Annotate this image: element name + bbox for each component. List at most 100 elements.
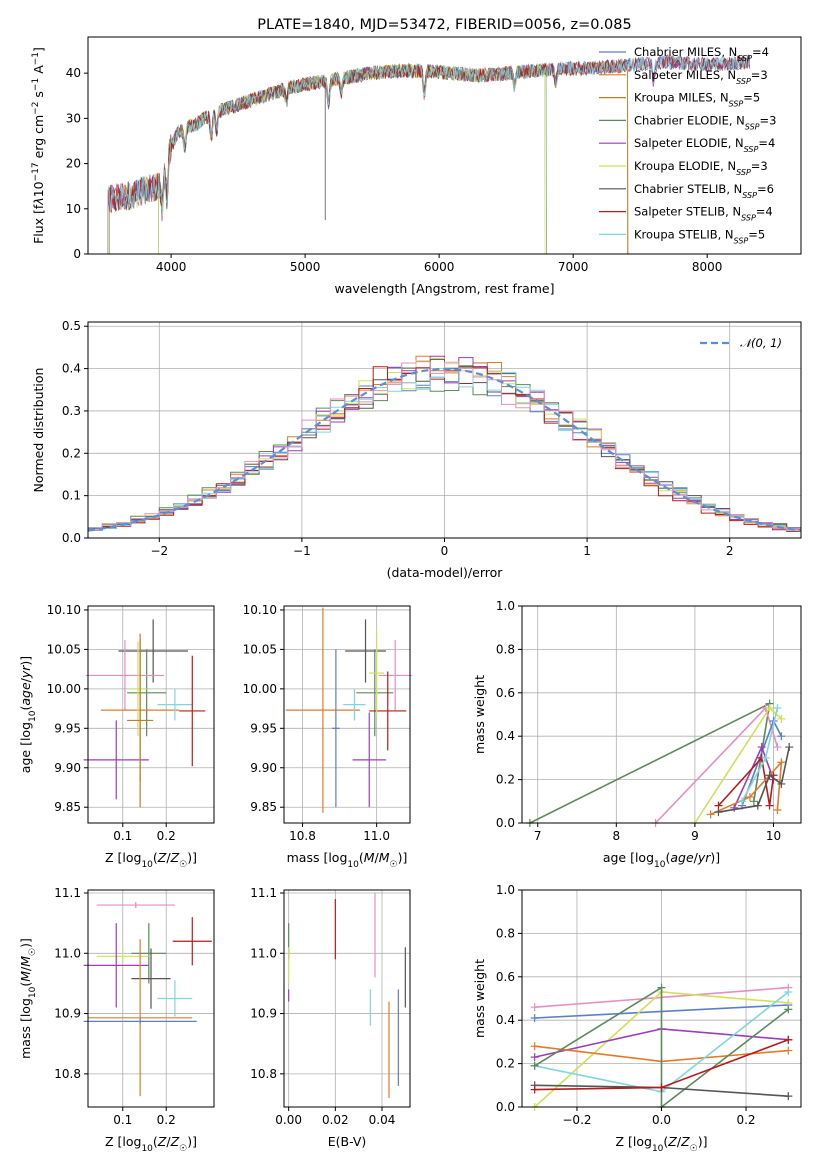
weight-point-marker [773,805,782,814]
x-tick-label: 9 [691,829,699,843]
weight-point-marker [657,983,666,992]
y-tick-label: 9.90 [54,761,81,775]
spectrum-frame: 4000 5000 6000 7000 8000 0 10 20 30 40 [66,36,802,274]
histogram-series [88,361,801,530]
x-tick-label: 1 [583,544,591,558]
axes-frame [87,605,215,824]
weight-point-marker [761,753,770,762]
x-axis-label: wavelength [Angstrom, rest frame] [334,281,554,296]
weight-point-marker [530,1085,539,1094]
legend-label: Chabrier ELODIE, NSSP=3 [634,113,776,130]
axes-frame [87,36,802,255]
y-tick-label: 0.2 [62,446,81,460]
residuals-frame: −2 −1 0 1 2 0.0 0.1 0.2 0.3 0.4 0.5 [62,319,802,558]
mass_vs_ebv-frame: 0.00 0.02 0.04 10.8 10.9 11.0 11.1 [250,886,411,1127]
x-tick-label: 0.1 [113,1113,132,1127]
x-tick-label: −0.2 [562,1113,591,1127]
weight-point-marker [773,703,782,712]
legend-label: Kroupa ELODIE, NSSP=3 [634,159,768,177]
legend-label: Kroupa STELIB, NSSP=5 [634,227,765,245]
x-tick-label: 0.0 [652,1113,671,1127]
y-tick-label: 0.1 [62,489,81,503]
chart-title: PLATE=1840, MJD=53472, FIBERID=0056, z=0… [257,17,631,33]
mass_weight_vs_z-frame: −0.2 0.0 0.2 0.0 0.2 0.4 0.6 0.8 1.0 [496,883,802,1127]
x-tick-label: 0.2 [157,1113,176,1127]
x-tick-label: 2 [726,544,734,558]
weight-point-marker [777,779,786,788]
spectrum-series-line [107,54,751,254]
weight-point-marker [745,792,754,801]
residuals-labels: (data-model)/error Normed distribution [31,368,503,580]
y-tick-label: 1.0 [496,599,515,613]
spectrum-labels: wavelength [Angstrom, rest frame] Flux [f… [31,47,555,296]
y-tick-label: 0.4 [496,1013,515,1027]
y-tick-label: 9.95 [54,721,81,735]
y-tick-label: 0.6 [496,970,515,984]
y-tick-label: 9.90 [250,761,277,775]
y-tick-label: 10.8 [250,1067,277,1081]
y-tick-label: 0.5 [62,319,81,333]
residual-histograms [87,355,802,532]
x-tick-label: 11.0 [363,829,390,843]
y-tick-label: 10.9 [250,1007,277,1021]
weight-series-line [534,986,789,1109]
axes-frame [87,889,215,1108]
y-axis-label: mass weight [472,959,487,1038]
x-tick-label: 6000 [424,260,455,274]
x-tick-label: 7 [534,829,542,843]
y-tick-label: 9.85 [250,800,277,814]
weight-point-marker [753,801,762,810]
age_vs_mass-labels: mass [log10(M/M☉)] [287,850,408,870]
weight-point-marker [657,1083,666,1092]
weight-point-marker [730,803,739,812]
weight-point-marker [777,732,786,741]
x-tick-label: 8000 [692,260,723,274]
weight-series-line [741,719,783,806]
legend-label: 𝒩(0, 1) [740,336,782,350]
x-tick-label: 0.04 [369,1113,396,1127]
weight-series-line [717,756,775,807]
y-tick-label: 0.2 [496,1057,515,1071]
legend-label: Salpeter STELIB, NSSP=4 [634,205,773,223]
y-tick-label: 10.05 [47,642,81,656]
age_vs_z-points [83,619,206,808]
weight-point-marker [530,1003,539,1012]
mass_weight_vs_z-lines [530,983,793,1111]
weight-point-marker [714,808,723,817]
axes-frame [521,605,802,824]
x-axis-label: mass [log10(M/M☉)] [287,850,408,870]
spectrum-series-line [158,63,546,255]
axes-frame [283,889,411,1108]
y-tick-label: 10.05 [243,642,277,656]
y-tick-label: 0.2 [496,773,515,787]
y-tick-label: 10.8 [54,1067,81,1081]
x-axis-label: Z [log10(Z/Z☉)] [105,1134,197,1154]
y-tick-label: 10.9 [54,1007,81,1021]
x-tick-label: 0.2 [157,829,176,843]
y-tick-label: 20 [66,157,81,171]
x-tick-label: 0.2 [736,1113,755,1127]
y-tick-label: 40 [66,66,81,80]
spectrum-series-line [107,58,629,255]
weight-point-marker [784,1005,793,1014]
y-tick-label: 0.4 [496,729,515,743]
mass_vs_z-points [83,902,212,1097]
weight-point-marker [765,703,774,712]
y-tick-label: 1.0 [496,883,515,897]
weight-point-marker [777,714,786,723]
x-axis-label: Z [log10(Z/Z☉)] [105,850,197,870]
y-tick-label: 9.95 [250,721,277,735]
y-tick-label: 11.0 [250,946,277,960]
x-tick-label: 4000 [156,260,187,274]
y-tick-label: 0 [73,247,81,261]
y-tick-label: 10.00 [243,682,277,696]
y-tick-label: 10.10 [47,603,81,617]
age_vs_mass-axes [284,606,410,823]
weight-point-marker [784,987,793,996]
x-tick-label: −1 [293,544,311,558]
weight-point-marker [765,801,774,810]
y-tick-label: 0.0 [496,816,515,830]
weight-point-marker [785,743,794,752]
weight-point-marker [530,1014,539,1023]
